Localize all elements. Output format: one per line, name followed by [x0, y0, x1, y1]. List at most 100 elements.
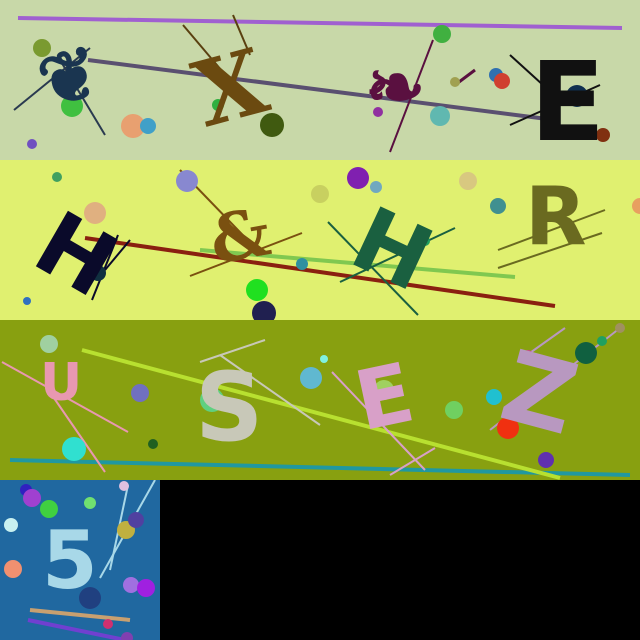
noise-dot	[40, 500, 58, 518]
noise-dot	[61, 95, 83, 117]
noise-dot	[121, 114, 145, 138]
noise-line	[489, 327, 621, 431]
captcha-glyph: &	[204, 192, 276, 279]
noise-dot	[296, 258, 308, 270]
noise-dot	[4, 560, 22, 578]
noise-line	[44, 384, 106, 473]
noise-dot	[445, 401, 463, 419]
noise-line	[17, 16, 623, 30]
noise-dot	[566, 85, 588, 107]
noise-dot	[121, 632, 133, 640]
noise-dot	[176, 170, 198, 192]
tile-2-canvas: H & H R	[0, 160, 640, 320]
noise-line	[1, 361, 129, 433]
noise-dot	[486, 389, 502, 405]
noise-dot	[52, 172, 62, 182]
noise-dot	[212, 99, 224, 111]
noise-line	[497, 209, 606, 251]
noise-dot	[311, 185, 329, 203]
tile-3-canvas: U S E Z	[0, 320, 640, 480]
noise-dot	[103, 619, 113, 629]
captcha-glyph: ❧	[365, 44, 425, 129]
noise-line	[59, 59, 106, 136]
noise-line	[339, 227, 456, 283]
noise-dot	[4, 518, 18, 532]
noise-dot	[148, 439, 158, 449]
noise-line	[497, 232, 603, 269]
noise-line	[189, 232, 303, 277]
captcha-tile-3: U S E Z	[0, 320, 640, 480]
noise-dot	[300, 367, 322, 389]
noise-dot	[320, 355, 328, 363]
captcha-glyph: S	[195, 353, 263, 463]
captcha-tile-2: H & H R	[0, 160, 640, 320]
noise-dot	[246, 279, 268, 301]
noise-dot	[200, 388, 224, 412]
noise-line	[389, 447, 436, 476]
captcha-glyph: E	[530, 38, 605, 160]
noise-dot	[450, 77, 460, 87]
noise-dot	[430, 106, 450, 126]
captcha-tile-1: ❦ X ❧ E	[0, 0, 640, 160]
noise-dot	[490, 198, 506, 214]
noise-line	[9, 458, 631, 477]
noise-line	[84, 236, 556, 308]
noise-line	[199, 248, 516, 279]
noise-dot	[538, 452, 554, 468]
noise-dot	[27, 139, 37, 149]
noise-dot	[84, 202, 106, 224]
noise-dot	[128, 512, 144, 528]
noise-line	[104, 239, 131, 271]
empty-area	[160, 480, 640, 640]
noise-dot	[347, 167, 369, 189]
noise-dot	[119, 481, 129, 491]
noise-dot	[459, 172, 477, 190]
noise-dot	[252, 301, 276, 320]
captcha-glyph: R	[525, 170, 587, 263]
noise-line	[13, 47, 91, 111]
noise-dot	[420, 236, 430, 246]
noise-line	[182, 24, 256, 111]
noise-dot	[523, 350, 533, 360]
noise-dot	[23, 489, 41, 507]
noise-dot	[90, 265, 106, 281]
noise-line	[389, 39, 434, 153]
noise-dot	[79, 587, 101, 609]
noise-dot	[497, 417, 519, 439]
captcha-glyph: U	[40, 353, 82, 413]
noise-dot	[123, 577, 139, 593]
noise-dot	[575, 342, 597, 364]
noise-dot	[370, 181, 382, 193]
tile-1-canvas: ❦ X ❧ E	[0, 0, 640, 160]
noise-line	[91, 234, 119, 301]
noise-line	[27, 618, 126, 640]
captcha-glyph: 5	[42, 514, 98, 607]
tile-3-background	[0, 320, 640, 480]
noise-dot	[62, 437, 86, 461]
noise-dot	[632, 198, 640, 214]
noise-dot	[23, 297, 31, 305]
tile-4-canvas: 5	[0, 480, 160, 640]
captcha-tile-4: 5	[0, 480, 160, 640]
noise-dot	[596, 128, 610, 142]
noise-dot	[84, 497, 96, 509]
noise-dot	[373, 107, 383, 117]
noise-line	[327, 221, 419, 316]
noise-line	[331, 371, 426, 471]
noise-dot	[40, 335, 58, 353]
noise-line	[87, 58, 556, 122]
noise-dot	[260, 113, 284, 137]
noise-dot	[140, 118, 156, 134]
noise-dot	[131, 384, 149, 402]
noise-dot	[33, 39, 51, 57]
noise-line	[232, 14, 251, 56]
noise-dot	[374, 380, 394, 400]
noise-dot	[137, 579, 155, 597]
noise-line	[219, 354, 321, 426]
noise-line	[29, 608, 131, 622]
noise-line	[509, 54, 566, 106]
noise-dot	[615, 323, 625, 333]
noise-dot	[494, 73, 510, 89]
noise-line	[199, 339, 266, 363]
noise-dot	[433, 25, 451, 43]
